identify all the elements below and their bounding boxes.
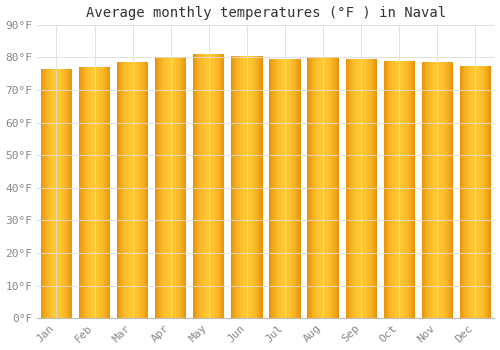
Title: Average monthly temperatures (°F ) in Naval: Average monthly temperatures (°F ) in Na… [86, 6, 446, 20]
